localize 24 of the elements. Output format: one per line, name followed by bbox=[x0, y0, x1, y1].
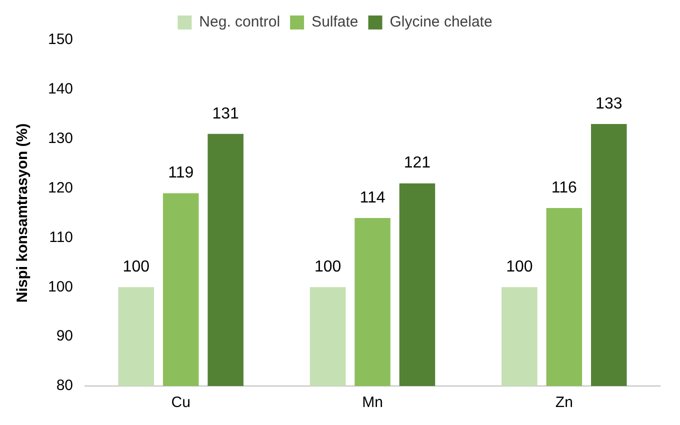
data-label: 133 bbox=[596, 95, 622, 112]
x-tick-label: Cu bbox=[171, 394, 190, 412]
data-label: 100 bbox=[314, 258, 342, 276]
data-label: 116 bbox=[551, 179, 578, 196]
y-tick-label: 150 bbox=[48, 31, 74, 48]
data-label: 114 bbox=[360, 189, 386, 206]
data-label: 131 bbox=[212, 105, 240, 122]
y-axis-title: Nispi konsamtrasyon (%) bbox=[14, 123, 32, 303]
data-label: 100 bbox=[506, 258, 533, 276]
data-label: 119 bbox=[168, 164, 194, 182]
legend-label: Glycine chelate bbox=[390, 14, 492, 31]
legend-label: Sulfate bbox=[312, 14, 358, 31]
y-tick-label: 90 bbox=[56, 328, 74, 345]
y-tick-label: 130 bbox=[48, 130, 74, 147]
x-tick-label: Zn bbox=[555, 394, 573, 412]
y-tick-label: 100 bbox=[48, 278, 74, 296]
data-label: 121 bbox=[404, 154, 431, 172]
y-tick-label: 110 bbox=[49, 228, 74, 246]
x-tick-label: Mn bbox=[362, 394, 383, 412]
legend-label: Neg. control bbox=[199, 14, 280, 31]
y-tick-label: 120 bbox=[48, 179, 74, 196]
y-tick-label: 80 bbox=[56, 377, 74, 394]
y-tick-label: 140 bbox=[48, 80, 74, 98]
data-label: 100 bbox=[122, 258, 150, 276]
